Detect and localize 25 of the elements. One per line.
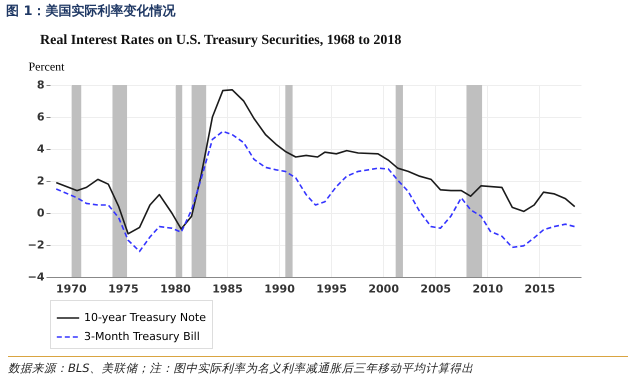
x-tick-label: 1995 <box>316 282 347 296</box>
y-tick-label: −2 <box>28 238 44 252</box>
y-tick-label: 6 <box>36 110 45 124</box>
x-tick-label: 1980 <box>160 282 192 296</box>
y-tick-label: −4 <box>28 270 45 284</box>
y-tick-label: 8 <box>36 78 44 92</box>
x-tick-label: 2010 <box>472 282 504 296</box>
legend-label: 3-Month Treasury Bill <box>84 330 200 343</box>
source-note: 数据来源：BLS、美联储；注：图中实际利率为名义利率减通胀后三年移动平均计算得出 <box>8 361 474 376</box>
x-tick-label: 2000 <box>368 282 400 296</box>
x-tick-label: 1990 <box>264 282 296 296</box>
chart-title: 图 1：美国实际利率变化情况 <box>6 2 176 20</box>
x-tick-label: 1970 <box>56 282 87 296</box>
x-tick-label: 1975 <box>108 282 139 296</box>
chart-subtitle: Real Interest Rates on U.S. Treasury Securities, 1968 to 2018 <box>40 33 402 49</box>
y-axis-title: Percent <box>28 60 66 74</box>
y-tick-label: 4 <box>36 142 45 156</box>
x-tick-label: 1985 <box>212 282 243 296</box>
y-tick-label: 2 <box>36 174 44 188</box>
x-tick-label: 2015 <box>524 282 556 296</box>
legend-label: 10-year Treasury Note <box>84 311 206 324</box>
x-tick-label: 2005 <box>420 282 452 296</box>
line-series <box>55 130 576 252</box>
y-tick-label: 0 <box>36 206 45 220</box>
line-series <box>55 89 576 235</box>
